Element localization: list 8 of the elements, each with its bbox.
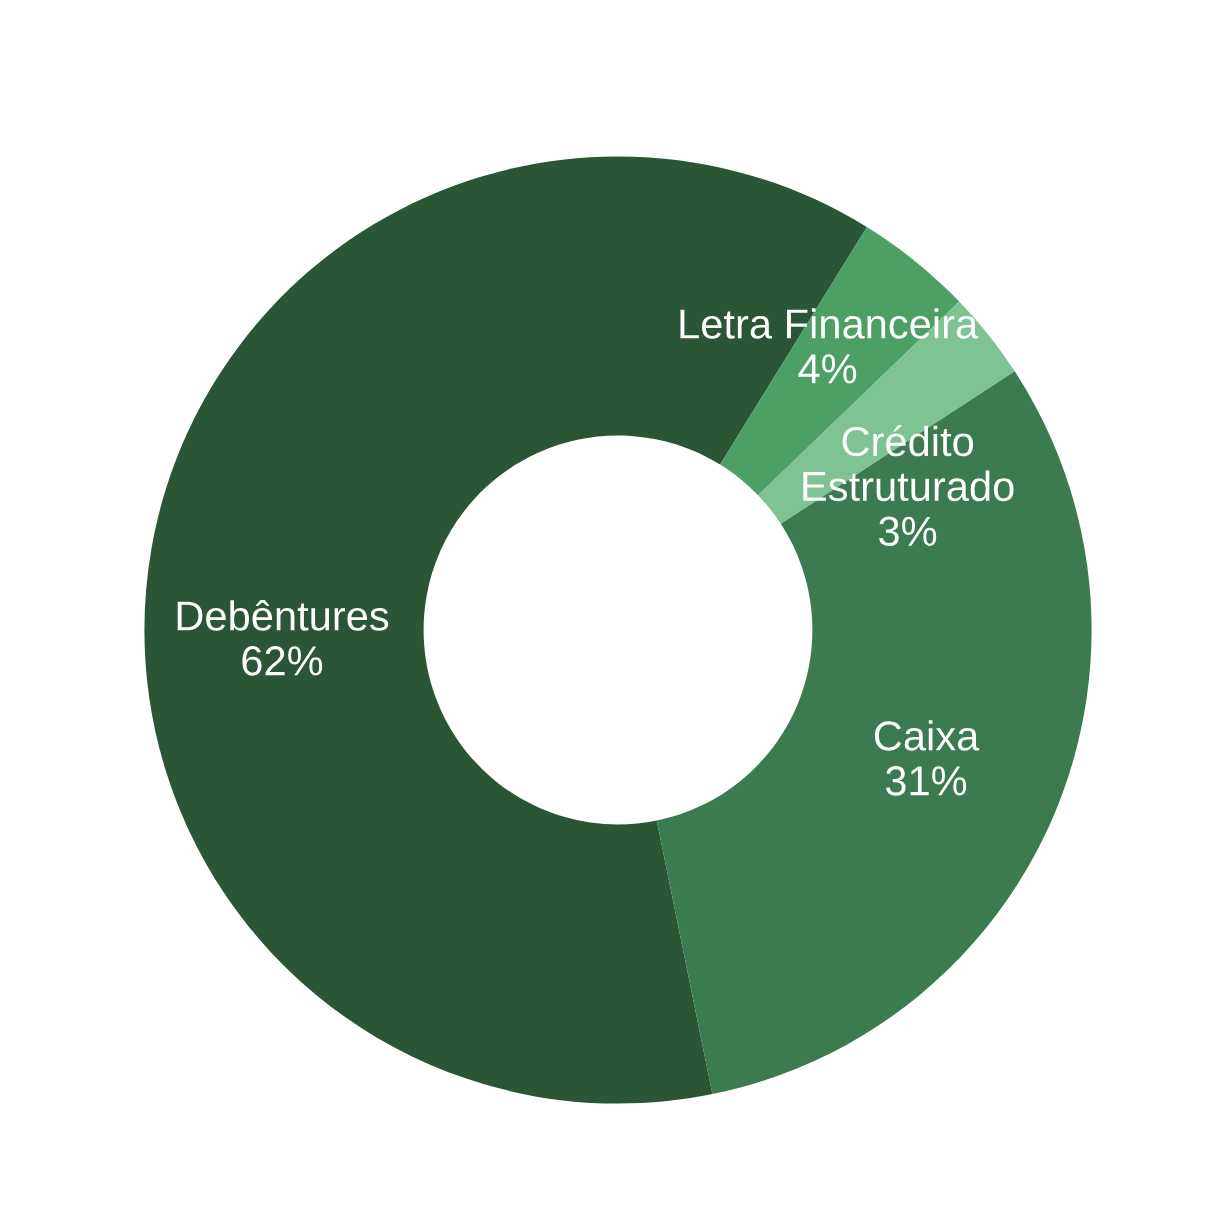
data-label: 4%	[798, 354, 857, 384]
slice-label: Caixa	[874, 720, 980, 751]
slice-label: Crédito Estruturado	[803, 425, 1014, 502]
data-label: 62%	[242, 646, 323, 676]
slice-label: Debêntures	[177, 600, 389, 631]
data-label: 31%	[885, 766, 967, 796]
data-label: 3%	[879, 516, 937, 547]
slice-label: Letra Financeira	[680, 308, 979, 339]
